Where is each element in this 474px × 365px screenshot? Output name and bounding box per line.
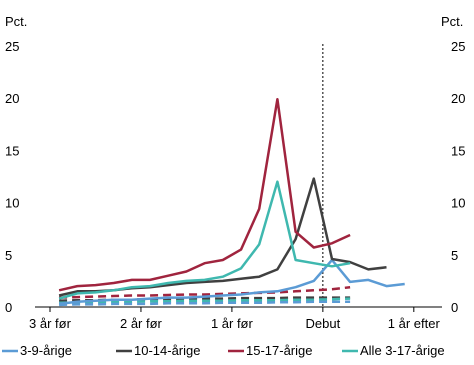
baseline-series-line xyxy=(59,297,351,305)
y-axis-unit-right: Pct. xyxy=(441,14,463,29)
legend-label: 15-17-årige xyxy=(246,343,313,358)
baseline-series-line xyxy=(59,300,351,307)
legend: 3-9-årige 10-14-årige 15-17-årige Alle 3-17… xyxy=(2,343,445,358)
axes: 0 0 5 5 10 10 15 15 20 20 25 25 3 år før 2 år før 1 år… xyxy=(5,39,465,331)
y-tick-label-right: 5 xyxy=(451,248,458,263)
y-tick-label-right: 25 xyxy=(451,39,465,54)
x-tick-label: 1 år efter xyxy=(388,316,441,331)
baseline-series-line xyxy=(59,285,351,299)
x-tick-label: 3 år før xyxy=(29,316,72,331)
x-tick-label: 1 år før xyxy=(211,316,254,331)
legend-label: Alle 3-17-årige xyxy=(360,343,445,358)
y-tick-label-left: 15 xyxy=(5,143,19,158)
baseline-series-line xyxy=(59,296,351,302)
y-tick-label-left: 20 xyxy=(5,91,19,106)
series-line xyxy=(58,97,351,292)
y-tick-label-right: 15 xyxy=(451,143,465,158)
series-line xyxy=(58,258,405,306)
y-tick-label-left: 10 xyxy=(5,196,19,211)
y-tick-label-left: 25 xyxy=(5,39,19,54)
baseline-series xyxy=(59,285,351,307)
y-tick-label-right: 20 xyxy=(451,91,465,106)
legend-label: 3-9-årige xyxy=(20,343,72,358)
series-line xyxy=(58,180,351,300)
y-tick-label-left: 0 xyxy=(5,300,12,315)
y-tick-label-right: 10 xyxy=(451,196,465,211)
y-tick-label-left: 5 xyxy=(5,248,12,263)
legend-label: 10-14-årige xyxy=(134,343,201,358)
x-tick-label: 2 år før xyxy=(120,316,163,331)
y-tick-label-right: 0 xyxy=(451,300,458,315)
data-series xyxy=(58,97,405,306)
y-axis-unit-left: Pct. xyxy=(5,14,27,29)
x-tick-label: Debut xyxy=(306,316,341,331)
